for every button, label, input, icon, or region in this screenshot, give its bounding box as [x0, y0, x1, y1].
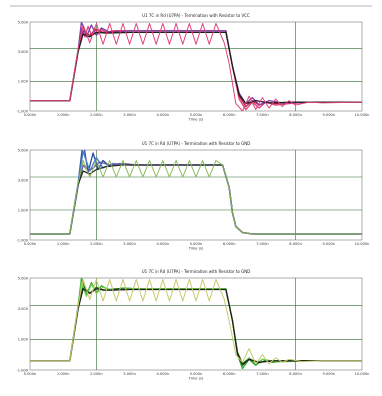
x-tick-label: 4.000n: [157, 242, 170, 246]
x-tick-label: 7.000n: [256, 242, 269, 246]
y-tick-label: 3.000: [18, 307, 29, 311]
traces: [30, 22, 362, 111]
y-tick-label: 1.000: [18, 338, 29, 342]
y-tick-label: -1.000: [16, 368, 28, 372]
x-tick-label: 1.000n: [57, 113, 70, 117]
traces: [30, 278, 362, 370]
x-tick-label: 6.000n: [223, 242, 236, 246]
x-tick-label: 0.000n: [24, 113, 37, 117]
x-tick-label: 4.000n: [157, 372, 170, 376]
chart-panel-2: U1 7C in Rd (U7PA) - Termination with Re…: [16, 141, 369, 251]
series-line-4: [30, 288, 362, 365]
x-tick-label: 10.000n: [355, 242, 370, 246]
x-tick-label: 7.000n: [256, 372, 269, 376]
chart-title: U1 7C in Rd (U7PA) - Termination with Re…: [142, 13, 250, 18]
x-tick-label: 8.000n: [289, 113, 302, 117]
chart-panel-1: U1 7C in Rd (U7PA) - Termination with Re…: [16, 13, 369, 122]
y-tick-label: 1.000: [18, 80, 29, 84]
x-tick-label: 8.000n: [289, 242, 302, 246]
y-tick-label: 3.000: [18, 50, 29, 54]
x-tick-label: 2.000n: [90, 372, 103, 376]
x-tick-label: 3.000n: [123, 113, 136, 117]
x-tick-label: 2.000n: [90, 242, 103, 246]
x-axis-label: Time (s): [188, 118, 204, 122]
x-axis-label: Time (s): [188, 247, 204, 251]
x-tick-label: 3.000n: [123, 242, 136, 246]
x-tick-label: 6.000n: [223, 113, 236, 117]
chart-title: U1 7C in Rd (U7PA) - Termination with Re…: [142, 269, 251, 274]
y-tick-label: 5.000: [18, 276, 29, 280]
series-line-5: [30, 160, 362, 235]
x-tick-label: 5.000n: [190, 372, 203, 376]
x-tick-label: 1.000n: [57, 242, 70, 246]
x-tick-label: 5.000n: [190, 242, 203, 246]
y-tick-label: -1.000: [16, 109, 28, 113]
x-tick-label: 0.000n: [24, 372, 37, 376]
x-tick-label: 6.000n: [223, 372, 236, 376]
x-tick-label: 5.000n: [190, 113, 203, 117]
x-tick-label: 10.000n: [355, 113, 370, 117]
x-tick-label: 2.000n: [90, 113, 103, 117]
x-tick-label: 8.000n: [289, 372, 302, 376]
x-tick-label: 9.000n: [323, 113, 336, 117]
chart-panel-3: U1 7C in Rd (U7PA) - Termination with Re…: [16, 269, 369, 381]
traces: [30, 150, 362, 235]
series-line-5: [30, 279, 362, 365]
y-tick-label: 1.000: [18, 208, 29, 212]
y-tick-label: 5.000: [18, 20, 29, 24]
series-line-3: [30, 22, 362, 106]
y-tick-label: -1.000: [16, 238, 28, 242]
x-tick-label: 9.000n: [323, 242, 336, 246]
x-tick-label: 0.000n: [24, 242, 37, 246]
x-tick-label: 3.000n: [123, 372, 136, 376]
x-axis-label: Time (s): [188, 377, 204, 381]
x-tick-label: 1.000n: [57, 372, 70, 376]
chart-title: U1 7C in Rd (U7PA) - Termination with Re…: [142, 141, 251, 146]
x-tick-label: 7.000n: [256, 113, 269, 117]
x-tick-label: 10.000n: [355, 372, 370, 376]
x-tick-label: 9.000n: [323, 372, 336, 376]
series-line-5: [30, 22, 362, 111]
y-tick-label: 3.000: [18, 178, 29, 182]
x-tick-label: 4.000n: [157, 113, 170, 117]
y-tick-label: 5.000: [18, 148, 29, 152]
